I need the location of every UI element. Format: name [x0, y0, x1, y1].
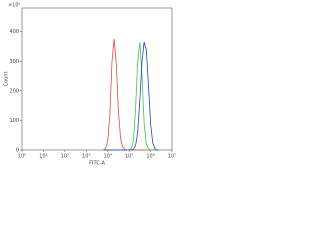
annotation: ×10¹: [8, 3, 21, 9]
y-tick-label: 300: [9, 59, 19, 65]
series-line: [103, 41, 160, 151]
x-tick-label: 10⁶: [146, 154, 154, 160]
y-tick-label: 100: [9, 118, 19, 124]
x-tick-label: 10³: [82, 154, 90, 160]
y-tick-label: 200: [9, 88, 19, 94]
plot-frame: [21, 7, 173, 151]
y-tick-label: 400: [9, 29, 19, 35]
x-tick-label: 10⁷: [168, 154, 176, 160]
x-tick-label: 10¹: [39, 154, 47, 160]
y-axis-label: Count: [4, 72, 10, 87]
series-line: [103, 39, 160, 151]
x-tick-label: 10⁴: [104, 154, 112, 160]
x-tick-label: 10⁵: [125, 154, 133, 160]
x-axis-label: FITC-A: [89, 161, 105, 167]
y-tick-label: 0: [16, 148, 19, 154]
x-tick-label: 10²: [61, 154, 69, 160]
chart: ×10¹ FITC-A Count 10⁰ 10¹ 10² 10³ 10⁴ 10⁵ 10⁶ 1…: [4, 3, 177, 167]
series-line: [103, 41, 160, 151]
x-tick-label: 10⁰: [18, 154, 26, 160]
